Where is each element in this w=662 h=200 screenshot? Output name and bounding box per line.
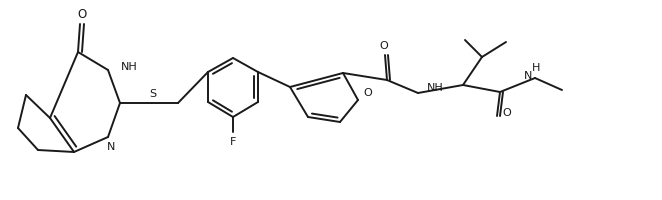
Text: O: O <box>502 108 511 118</box>
Text: S: S <box>150 89 156 99</box>
Text: NH: NH <box>427 83 444 93</box>
Text: N: N <box>107 142 115 152</box>
Text: N: N <box>524 71 532 81</box>
Text: NH: NH <box>121 62 138 72</box>
Text: O: O <box>77 8 87 21</box>
Text: O: O <box>363 88 372 98</box>
Text: O: O <box>379 41 389 51</box>
Text: H: H <box>532 63 540 73</box>
Text: F: F <box>230 137 236 147</box>
